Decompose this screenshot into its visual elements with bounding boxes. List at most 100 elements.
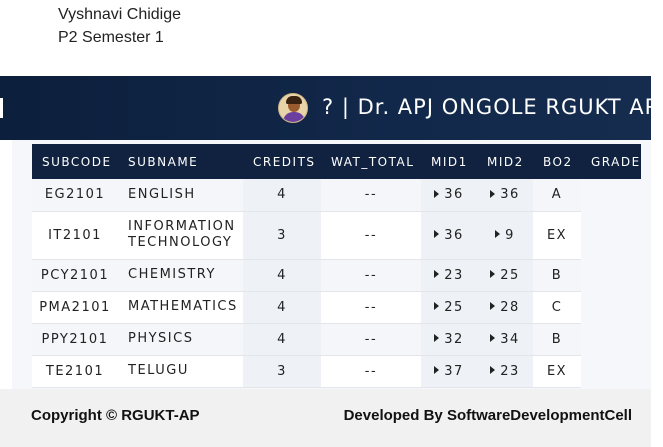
table-row: TE2101 TELUGU 3 -- 37 23 EX (32, 355, 641, 388)
caret-right-icon[interactable] (434, 230, 440, 238)
wat-total-cell: -- (321, 211, 421, 260)
subcode-cell: EG2101 (32, 179, 118, 212)
menu-edge-icon[interactable] (0, 98, 3, 118)
grade-cell (581, 291, 641, 323)
mid1-value: 36 (444, 187, 464, 203)
subcode-cell: PCY2101 (32, 259, 118, 292)
table-row: PPY2101 PHYSICS 4 -- 32 34 B (32, 323, 641, 356)
mid1-value: 25 (444, 299, 464, 315)
bo2-cell: B (533, 259, 581, 292)
subname-line: CHEMISTRY (128, 267, 216, 282)
table-header-row: SUBCODE SUBNAME CREDITS WAT_TOTAL MID1 MID2 BO… (32, 144, 641, 179)
caret-right-icon[interactable] (434, 270, 440, 278)
subcode-cell: PPY2101 (32, 323, 118, 356)
column-header-subname: SUBNAME (118, 144, 243, 179)
subname-cell: PHYSICS (118, 323, 243, 356)
mid1-cell: 36 (421, 211, 477, 260)
caret-right-icon[interactable] (434, 302, 440, 310)
mid1-cell: 32 (421, 323, 477, 356)
table-row: IT2101 INFORMATION TECHNOLOGY 3 -- 36 9 EX (32, 211, 641, 260)
grade-cell (581, 259, 641, 291)
subname-line: INFORMATION (128, 219, 236, 234)
results-table: SUBCODE SUBNAME CREDITS WAT_TOTAL MID1 MID2 BO… (32, 144, 641, 388)
caret-right-icon[interactable] (434, 334, 440, 342)
subname-line: TELUGU (128, 363, 189, 378)
mid1-cell: 37 (421, 355, 477, 388)
credits-cell: 3 (243, 211, 321, 260)
column-header-bo2: BO2 (533, 144, 581, 179)
caret-right-icon[interactable] (490, 334, 496, 342)
wat-total-cell: -- (321, 355, 421, 388)
caret-right-icon[interactable] (434, 189, 440, 198)
subname-cell: TELUGU (118, 355, 243, 388)
mid2-value: 34 (500, 331, 520, 347)
credits-cell: 3 (243, 355, 321, 388)
caret-right-icon[interactable] (490, 302, 496, 310)
bo2-cell: C (533, 291, 581, 324)
subname-cell: CHEMISTRY (118, 259, 243, 292)
mid2-cell: 9 (477, 211, 533, 260)
mid1-cell: 23 (421, 259, 477, 292)
mid2-cell: 36 (477, 179, 533, 212)
caret-right-icon[interactable] (490, 189, 496, 198)
column-header-credits: CREDITS (243, 144, 321, 179)
mid2-value: 23 (500, 363, 520, 379)
mid1-value: 32 (444, 331, 464, 347)
subname-cell: ENGLISH (118, 179, 243, 212)
column-header-subcode: SUBCODE (32, 144, 118, 179)
subname-line: MATHEMATICS (128, 299, 238, 314)
subname-cell: MATHEMATICS (118, 291, 243, 324)
table-row: PCY2101 CHEMISTRY 4 -- 23 25 B (32, 259, 641, 292)
user-avatar-icon[interactable] (278, 93, 308, 123)
credits-cell: 4 (243, 179, 321, 212)
bo2-cell: EX (533, 211, 581, 260)
caret-right-icon[interactable] (434, 366, 440, 374)
developer-credit: Developed By SoftwareDevelopmentCell (343, 407, 632, 424)
table-row: EG2101 ENGLISH 4 -- 36 36 A (32, 179, 641, 212)
wat-total-cell: -- (321, 179, 421, 212)
credits-cell: 4 (243, 323, 321, 356)
grade-cell (581, 179, 641, 211)
student-name: Vyshnavi Chidige (58, 6, 182, 23)
grade-cell (581, 211, 641, 259)
header-bar: ? | Dr. APJ ONGOLE RGUKT AP (0, 76, 657, 140)
mid2-cell: 28 (477, 291, 533, 324)
column-header-grade: GRADE (581, 144, 641, 179)
subcode-cell: IT2101 (32, 211, 118, 260)
grade-cell (581, 323, 641, 355)
mid2-cell: 25 (477, 259, 533, 292)
subcode-cell: TE2101 (32, 355, 118, 388)
subname-line: TECHNOLOGY (128, 235, 233, 250)
copyright-text: Copyright © RGUKT-AP (31, 407, 200, 424)
bo2-cell: EX (533, 355, 581, 388)
mid2-value: 28 (500, 299, 520, 315)
mid2-value: 25 (500, 267, 520, 283)
column-header-mid2: MID2 (477, 144, 533, 179)
wat-total-cell: -- (321, 291, 421, 324)
header-title: ? | Dr. APJ ONGOLE RGUKT AP (322, 95, 659, 119)
mid2-value: 9 (505, 227, 515, 243)
bo2-cell: B (533, 323, 581, 356)
caret-right-icon[interactable] (490, 366, 496, 374)
wat-total-cell: -- (321, 323, 421, 356)
caret-right-icon[interactable] (495, 230, 501, 238)
semester-label: P2 Semester 1 (58, 29, 164, 46)
mid2-value: 36 (500, 187, 520, 203)
grade-cell (581, 355, 641, 387)
subname-line: ENGLISH (128, 186, 196, 202)
results-table-container[interactable]: SUBCODE SUBNAME CREDITS WAT_TOTAL MID1 MID2 BO… (12, 140, 651, 389)
caret-right-icon[interactable] (490, 270, 496, 278)
mid2-cell: 34 (477, 323, 533, 356)
mid1-value: 37 (444, 363, 464, 379)
subcode-cell: PMA2101 (32, 291, 118, 324)
mid1-cell: 36 (421, 179, 477, 212)
column-header-wat-total: WAT_TOTAL (321, 144, 421, 179)
credits-cell: 4 (243, 291, 321, 324)
mid1-cell: 25 (421, 291, 477, 324)
wat-total-cell: -- (321, 259, 421, 292)
subname-cell: INFORMATION TECHNOLOGY (118, 211, 243, 260)
column-header-mid1: MID1 (421, 144, 477, 179)
credits-cell: 4 (243, 259, 321, 292)
footer: Copyright © RGUKT-AP Developed By Softwa… (0, 389, 651, 447)
mid2-cell: 23 (477, 355, 533, 388)
